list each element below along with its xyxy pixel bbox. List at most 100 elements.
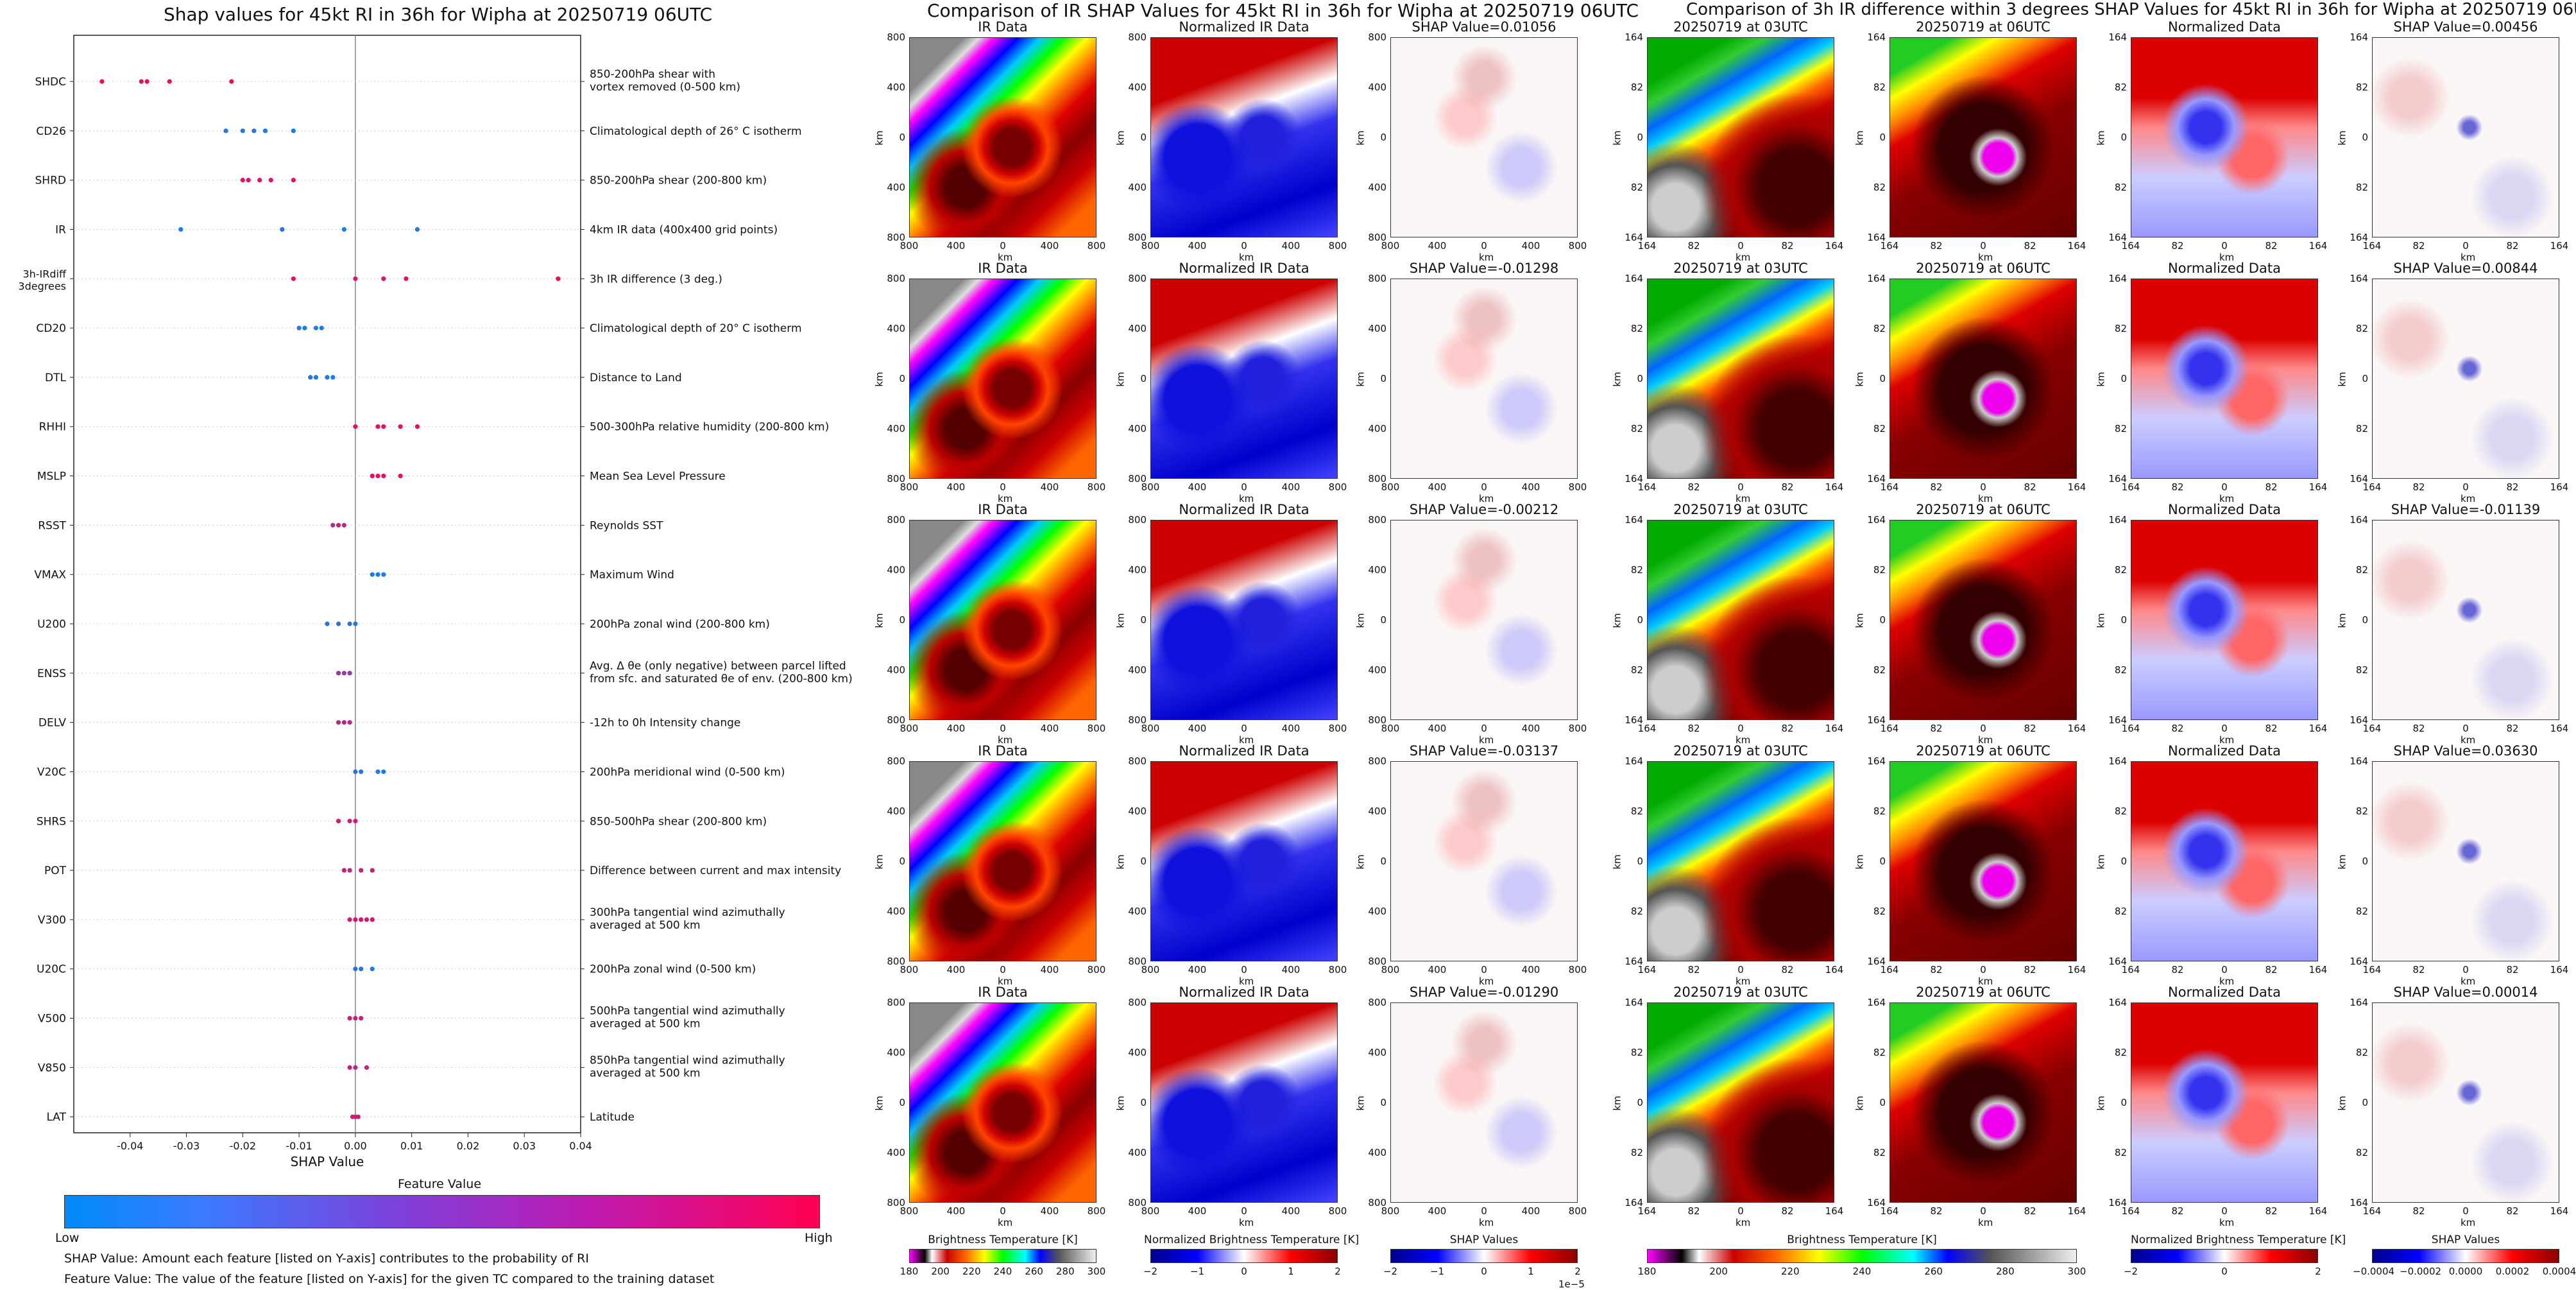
y-tick-label: 0 <box>1637 1097 1643 1108</box>
shap-point <box>353 621 358 626</box>
shap-point <box>139 79 144 84</box>
irdiff-panel-title: 20250719 at 06UTC <box>1916 261 2051 276</box>
x-axis-label: km <box>998 976 1013 987</box>
y-axis-label: km <box>2095 613 2107 628</box>
shap-point <box>268 178 273 183</box>
ir-panel-title: Normalized IR Data <box>1179 743 1309 759</box>
shap-point <box>336 522 341 528</box>
y-tick-label: 0 <box>2120 856 2127 867</box>
colorbar-tick: 1 <box>1528 1266 1534 1277</box>
y-tick-label: 0 <box>899 614 905 626</box>
x-axis-label: km <box>1736 493 1751 504</box>
colorbar <box>1150 1249 1338 1263</box>
plot-frame <box>73 35 581 1133</box>
x-tick-label: 82 <box>2265 240 2278 252</box>
shap-point <box>359 769 364 775</box>
shap-point <box>336 818 341 823</box>
x-tick-label: 164 <box>2550 240 2569 252</box>
shap-point <box>308 375 313 380</box>
y-tick-label: 82 <box>2114 323 2127 334</box>
feature-label: 3degrees <box>18 280 66 292</box>
shap-point <box>381 473 386 479</box>
image-panel <box>1889 520 2077 720</box>
x-tick-label: 82 <box>2024 964 2036 976</box>
colorbar-tick: 300 <box>1087 1266 1106 1277</box>
y-tick-label: 164 <box>1867 1197 1886 1208</box>
y-tick-label: 0 <box>1879 856 1886 867</box>
shap-point <box>359 1015 364 1021</box>
shap-point <box>364 1065 370 1070</box>
y-tick-label: 82 <box>2114 1047 2127 1058</box>
y-tick-label: 164 <box>1625 755 1643 767</box>
feature-label: V20C <box>37 766 66 778</box>
shap-point <box>353 276 358 281</box>
x-tick-label: 800 <box>1381 481 1400 493</box>
shap-point <box>347 671 352 676</box>
x-tick-label: 400 <box>1281 481 1301 493</box>
irdiff-panel-title: 20250719 at 06UTC <box>1916 743 2051 759</box>
y-tick-label: 400 <box>1128 1147 1147 1158</box>
image-panel <box>2372 37 2559 237</box>
shap-point <box>398 473 403 479</box>
feature-label: MSLP <box>37 470 66 483</box>
y-tick-label: 800 <box>887 273 905 284</box>
shap-value-title: SHAP Value=-0.01290 <box>1409 985 1559 1000</box>
x-tick-label: 82 <box>1930 723 1943 734</box>
colorbar-tick: 0 <box>1241 1266 1247 1277</box>
x-tick-label: 800 <box>1328 964 1347 976</box>
x-axis-label: km <box>1239 976 1254 987</box>
irdiff-panel-title: Normalized Data <box>2168 985 2281 1000</box>
x-tick-label: 400 <box>1428 481 1447 493</box>
y-tick-label: 82 <box>2355 1147 2368 1158</box>
image-panel <box>1390 1002 1578 1203</box>
feature-description: Avg. Δ θe (only negative) between parcel… <box>590 660 846 673</box>
y-tick-label: 0 <box>1637 373 1643 384</box>
image-panel <box>909 520 1096 720</box>
feature-label: V300 <box>38 914 66 927</box>
feature-description: 850hPa tangential wind azimuthally <box>590 1054 785 1067</box>
x-tick-label: 0 <box>2221 240 2228 252</box>
y-tick-label: 400 <box>887 906 905 917</box>
x-tick-label: 800 <box>1568 1205 1587 1217</box>
x-tick-label: 82 <box>1781 240 1794 252</box>
x-tick-label: 0 <box>1980 964 1986 976</box>
y-tick-label: 82 <box>1873 1147 1886 1158</box>
x-tick-label: 400 <box>946 723 966 734</box>
colorbar-tick: −0.0004 <box>2353 1266 2395 1277</box>
feature-description: 300hPa tangential wind azimuthally <box>590 906 785 919</box>
y-tick-label: 0 <box>2362 132 2368 143</box>
x-tick-label: 82 <box>1930 481 1943 493</box>
shap-point <box>353 967 358 972</box>
shap-value-title: SHAP Value=0.01056 <box>1412 19 1557 35</box>
y-tick-label: 82 <box>1873 323 1886 334</box>
x-tick-label: -0.01 <box>286 1140 312 1152</box>
irdiff-shap-comparison-title: Comparison of 3h IR difference within 3 … <box>1686 0 2576 19</box>
y-tick-label: 400 <box>1128 82 1147 93</box>
shap-point <box>144 79 149 84</box>
x-tick-label: 0 <box>1737 481 1744 493</box>
y-tick-label: 0 <box>1380 1097 1386 1108</box>
x-tick-label: 0 <box>1000 723 1006 734</box>
shap-value-title: SHAP Value=-0.01139 <box>2391 502 2541 517</box>
image-panel <box>2372 520 2559 720</box>
colorbar-tick: −2 <box>1383 1266 1398 1277</box>
image-panel <box>1150 761 1338 961</box>
shap-point <box>359 917 364 922</box>
x-tick-label: 164 <box>1637 1205 1657 1217</box>
irdiff-panel-title: Normalized Data <box>2168 502 2281 517</box>
x-axis-label: km <box>1978 734 1993 746</box>
image-panel <box>1150 520 1338 720</box>
y-tick-label: 0 <box>2120 373 2127 384</box>
x-tick-label: 82 <box>2506 240 2519 252</box>
y-tick-label: 82 <box>1873 423 1886 434</box>
y-tick-label: 164 <box>2108 1197 2127 1208</box>
shap-point <box>257 178 262 183</box>
x-tick-label: 164 <box>2067 964 2086 976</box>
y-tick-label: 800 <box>1128 514 1147 526</box>
y-axis-label: km <box>1354 613 1367 628</box>
shap-point <box>347 1065 352 1070</box>
colorbar-tick: 1 <box>1288 1266 1294 1277</box>
irdiff-panel-title: 20250719 at 03UTC <box>1673 502 1808 517</box>
y-tick-label: 164 <box>1625 714 1643 726</box>
y-tick-label: 400 <box>1128 906 1147 917</box>
